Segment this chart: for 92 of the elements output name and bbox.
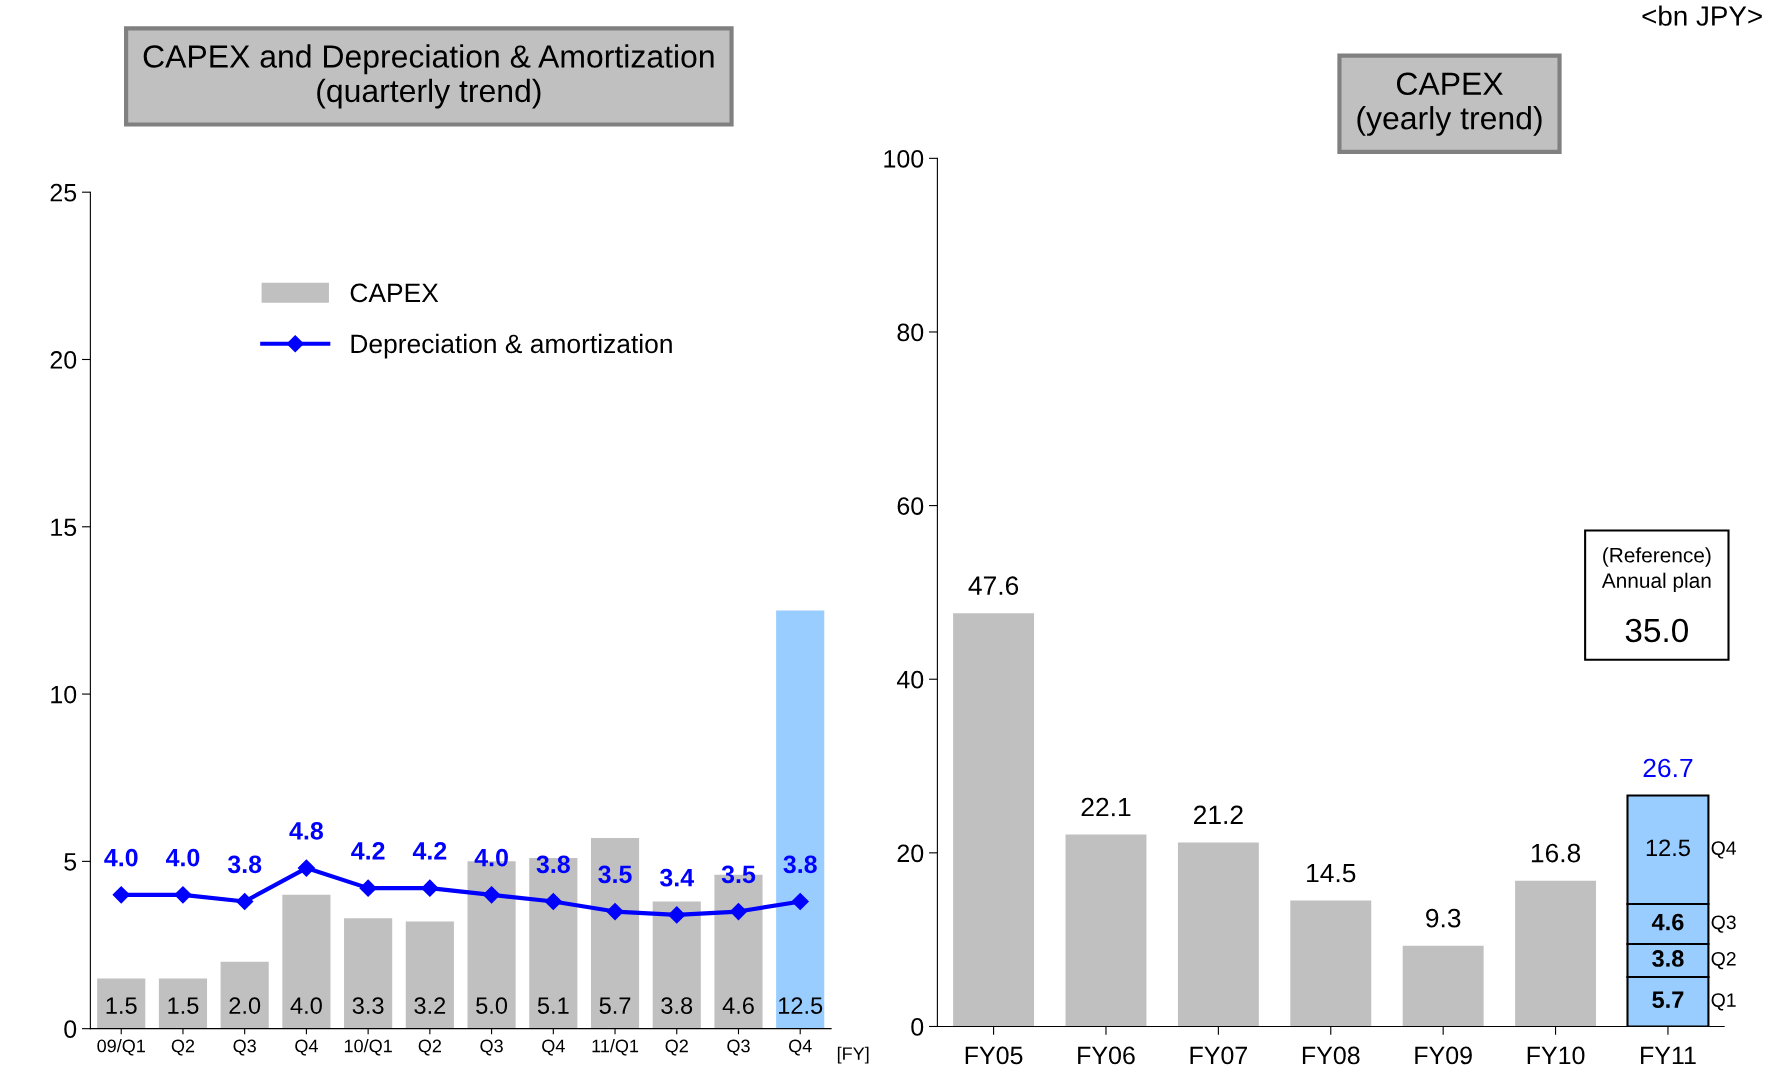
data-label: 4.0 (165, 848, 200, 867)
data-label: 5.1 (537, 997, 569, 1014)
data-label: 4.0 (104, 848, 138, 867)
chart-title: CAPEX (yearly trend) (1357, 72, 1542, 136)
data-label: 16.8 (1531, 843, 1581, 863)
data-label: 4.6 (722, 997, 754, 1014)
x-tick-label: FY07 (1190, 1046, 1247, 1065)
data-label: 2.0 (229, 997, 261, 1014)
series-label: Q4 (1711, 841, 1737, 859)
series-label: Q2 (1711, 951, 1736, 970)
data-label: 3.5 (721, 865, 756, 884)
bar (1065, 834, 1147, 1027)
chart-title: CAPEX and Depreciation & Amortization (quarterly trend) (143, 44, 714, 109)
bar (1177, 842, 1259, 1027)
data-label: 3.3 (352, 997, 384, 1014)
data-label: 5.7 (599, 997, 631, 1014)
data-label: 3.8 (227, 855, 262, 874)
x-tick-label: FY08 (1302, 1046, 1360, 1065)
data-label: 14.5 (1307, 863, 1356, 883)
bar (1515, 880, 1597, 1027)
data-label: 21.2 (1194, 805, 1243, 824)
data-label: 5.0 (476, 997, 508, 1014)
data-label: 4.8 (289, 822, 324, 840)
data-label: 12.5 (779, 997, 823, 1014)
series-label: Q1 (1711, 993, 1736, 1011)
y-tick-label: 80 (897, 323, 924, 342)
x-tick-label: 11/Q1 (592, 1039, 639, 1056)
data-label: 22.1 (1081, 797, 1131, 817)
data-label: 4.0 (290, 997, 322, 1014)
y-tick-label: 20 (50, 351, 77, 369)
y-tick-label: 10 (51, 685, 77, 704)
x-tick-label: Q4 (789, 1039, 812, 1056)
y-tick-label: 100 (884, 149, 924, 168)
x-axis-title: [FY] (837, 1046, 869, 1064)
legend-label: CAPEX (350, 283, 439, 303)
bar (158, 978, 208, 1029)
text: (Reference) Annual plan 35.0 (1601, 547, 1711, 643)
data-label: 3.8 (661, 997, 693, 1014)
data-label: 3.4 (659, 868, 694, 887)
bar (405, 921, 454, 1029)
x-tick-label: FY11 (1641, 1046, 1696, 1065)
data-label: 3.5 (598, 865, 632, 884)
x-tick-label: Q2 (418, 1039, 441, 1056)
total-label: 26.7 (1643, 758, 1693, 778)
data-label: 1.5 (168, 997, 199, 1014)
data-label: 12.5 (1646, 839, 1690, 857)
x-tick-label: FY05 (965, 1046, 1023, 1065)
data-label: 4.6 (1651, 913, 1684, 931)
y-tick-label: 25 (50, 183, 77, 202)
data-label: 3.8 (1652, 950, 1684, 967)
data-label: 3.2 (414, 997, 446, 1014)
x-tick-label: Q3 (233, 1039, 256, 1056)
x-tick-label: FY09 (1415, 1046, 1472, 1065)
y-tick-label: 0 (64, 1020, 77, 1038)
data-label: 3.8 (783, 855, 817, 874)
x-tick-label: Q3 (480, 1039, 503, 1056)
x-tick-label: Q2 (171, 1039, 195, 1056)
x-tick-label: Q3 (727, 1039, 750, 1056)
x-tick-label: 09/Q1 (97, 1039, 145, 1056)
bar (97, 978, 146, 1029)
x-tick-label: Q2 (665, 1039, 688, 1056)
bar (1290, 900, 1372, 1027)
x-tick-label: Q4 (295, 1039, 318, 1056)
bar (776, 610, 825, 1029)
data-label: 3.8 (536, 855, 570, 874)
bar (344, 918, 393, 1029)
y-tick-label: 20 (897, 844, 924, 863)
data-label: 4.0 (474, 848, 508, 867)
data-label: 4.2 (412, 842, 447, 860)
y-tick-label: 0 (911, 1018, 924, 1036)
bar (953, 613, 1035, 1027)
series-label: Q3 (1711, 915, 1736, 933)
y-tick-label: 5 (64, 853, 77, 871)
legend-label: Depreciation & amortization (351, 333, 672, 359)
data-label: 4.2 (351, 842, 385, 860)
y-tick-label: 60 (897, 497, 924, 515)
data-label: 5.7 (1652, 991, 1684, 1009)
y-tick-label: 40 (896, 670, 924, 689)
bar (282, 894, 331, 1029)
data-label: 1.5 (106, 997, 137, 1014)
bar (590, 837, 640, 1029)
x-tick-label: FY10 (1527, 1046, 1585, 1065)
x-tick-label: Q4 (542, 1039, 565, 1056)
text: <bn JPY> (1642, 5, 1762, 26)
data-label: 9.3 (1426, 908, 1461, 928)
bar (1402, 945, 1484, 1027)
bar (220, 961, 269, 1029)
x-tick-label: 10/Q1 (344, 1039, 392, 1056)
data-label: 47.6 (968, 576, 1019, 596)
bar (652, 901, 701, 1029)
y-tick-label: 15 (51, 518, 77, 537)
x-tick-label: FY06 (1078, 1046, 1135, 1065)
